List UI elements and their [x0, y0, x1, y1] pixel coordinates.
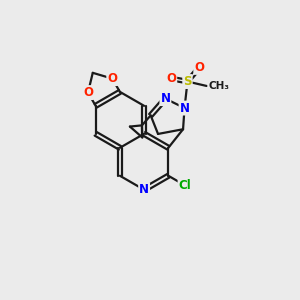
Text: N: N	[179, 101, 190, 115]
Text: Cl: Cl	[178, 179, 191, 192]
Text: O: O	[107, 72, 117, 85]
Text: O: O	[194, 61, 204, 74]
Text: N: N	[139, 183, 149, 196]
Text: O: O	[83, 86, 93, 99]
Text: S: S	[183, 75, 192, 88]
Text: N: N	[160, 92, 170, 105]
Text: O: O	[166, 72, 176, 85]
Text: CH₃: CH₃	[208, 81, 229, 91]
